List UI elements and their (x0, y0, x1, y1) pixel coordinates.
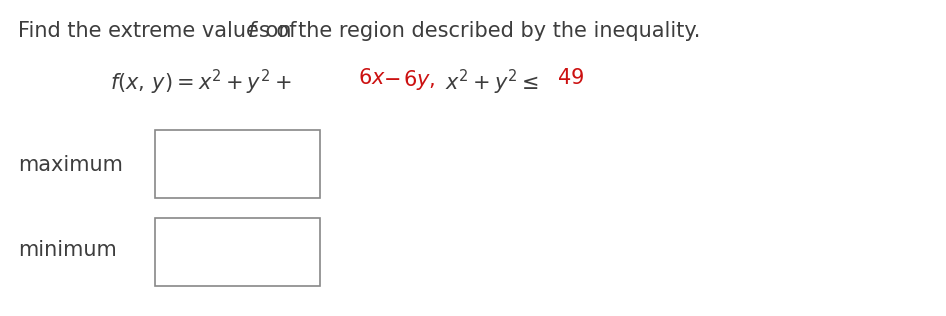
Text: Find the extreme values of: Find the extreme values of (18, 21, 303, 41)
Text: $\mathit{6y},$: $\mathit{6y},$ (403, 68, 435, 92)
Text: $-$: $-$ (383, 68, 400, 88)
Text: $49$: $49$ (557, 68, 585, 88)
Text: maximum: maximum (18, 155, 123, 175)
Text: $\mathit{6x}$: $\mathit{6x}$ (358, 68, 386, 88)
Text: minimum: minimum (18, 240, 116, 260)
Text: f: f (248, 21, 255, 41)
Text: $\mathit{f}(\mathit{x},\,\mathit{y}) = \mathit{x}^2 + \mathit{y}^2 + $: $\mathit{f}(\mathit{x},\,\mathit{y}) = \… (110, 68, 291, 97)
Bar (155, 218, 320, 286)
Text: $\mathit{x}^2 + \mathit{y}^2 \leq$: $\mathit{x}^2 + \mathit{y}^2 \leq$ (445, 68, 539, 97)
Bar (155, 130, 320, 198)
Text: on the region described by the inequality.: on the region described by the inequalit… (259, 21, 700, 41)
